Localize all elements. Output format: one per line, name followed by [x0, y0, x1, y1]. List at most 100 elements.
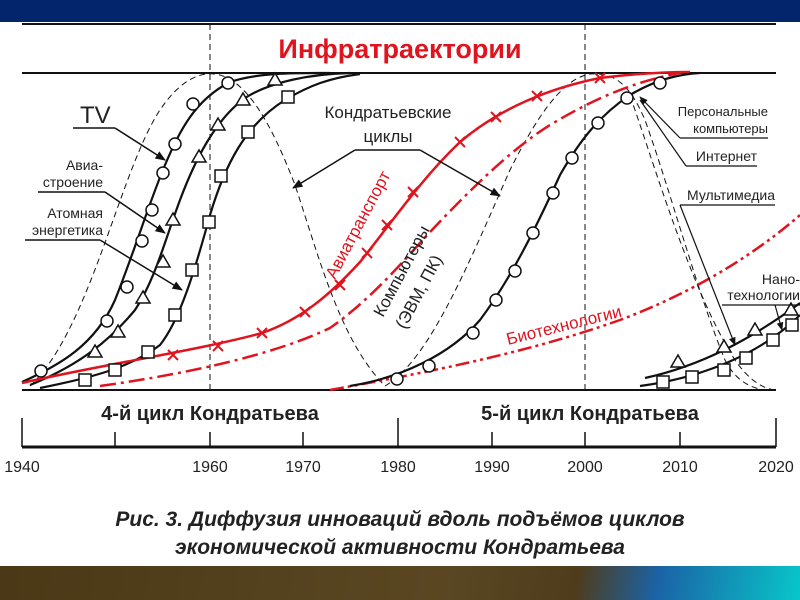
triangle-marker	[782, 301, 800, 316]
arrow-nuclear	[99, 239, 183, 291]
label-tv: TV	[80, 102, 111, 129]
circle-marker	[186, 97, 200, 111]
kondratiev-wave-4	[29, 73, 386, 387]
triangle-marker	[746, 321, 764, 336]
arrow-multimedia	[679, 204, 736, 346]
triangle-marker	[154, 253, 172, 268]
label-nuclear-2: энергетика	[32, 222, 103, 238]
triangle-marker	[134, 289, 152, 304]
triangle-marker	[109, 323, 127, 338]
square-marker	[739, 351, 753, 365]
circle-marker	[221, 76, 235, 90]
circle-marker	[135, 234, 149, 248]
cross-marker	[334, 279, 346, 291]
square-marker	[185, 263, 199, 277]
circle-marker	[653, 76, 667, 90]
curve-multimedia-wave	[629, 95, 776, 391]
curve-computers	[99, 70, 686, 388]
circle-marker	[466, 326, 480, 340]
label-kondratiev-2: циклы	[364, 127, 413, 146]
circle-marker	[508, 264, 522, 278]
square-marker	[656, 375, 670, 389]
tick-label: 1970	[285, 459, 321, 476]
square-marker	[168, 308, 182, 322]
label-multimedia: Мультимедиа	[687, 187, 775, 203]
triangle-marker	[266, 71, 284, 86]
figure-caption-line-1: Рис. 3. Диффузия инноваций вдоль подъёмо…	[115, 508, 685, 531]
circle-marker	[620, 91, 634, 105]
square-marker	[141, 345, 155, 359]
triangle-marker	[190, 148, 208, 163]
square-marker	[785, 318, 799, 332]
cross-marker	[299, 306, 311, 318]
cross-marker	[490, 111, 502, 123]
cross-marker	[381, 219, 393, 231]
square-marker	[108, 363, 122, 377]
circle-marker	[422, 359, 436, 373]
circle-marker	[100, 314, 114, 328]
arrow-tv	[114, 127, 166, 161]
diagram-title: Инфратраектории	[278, 34, 521, 64]
slide-footer-decoration	[0, 566, 800, 600]
circle-marker	[120, 280, 134, 294]
cross-marker	[256, 327, 268, 339]
tick-label: 1980	[380, 459, 416, 476]
square-marker	[766, 333, 780, 347]
cycle-label-5: 5-й цикл Кондратьева	[481, 403, 700, 425]
arrow-pc	[639, 96, 681, 139]
square-marker	[717, 363, 731, 377]
slide-header-bar	[0, 0, 800, 22]
curve-biotech	[329, 214, 800, 392]
cycle-label-4: 4-й цикл Кондратьева	[101, 403, 320, 425]
triangle-marker	[209, 116, 227, 131]
triangle-marker	[86, 343, 104, 358]
triangle-marker	[164, 211, 182, 226]
tick-label: 2020	[758, 459, 794, 476]
circle-marker	[390, 372, 404, 386]
tick-label: 2000	[567, 459, 603, 476]
curve-aviation	[29, 71, 351, 387]
square-marker	[241, 125, 255, 139]
cross-marker	[167, 349, 179, 361]
square-marker	[78, 373, 92, 387]
circle-marker	[34, 364, 48, 378]
arrow-kondratiev-4	[292, 149, 356, 189]
label-kondratiev-1: Кондратьевские	[324, 103, 451, 122]
label-internet: Интернет	[696, 148, 758, 164]
figure-caption-line-2: экономической активности Кондратьева	[175, 536, 625, 559]
label-nano-2: технологии	[727, 287, 800, 303]
cross-marker	[454, 136, 466, 148]
circle-marker	[489, 293, 503, 307]
circle-marker	[565, 151, 579, 165]
circle-marker	[546, 186, 560, 200]
tick-label: 1960	[192, 459, 228, 476]
label-pc-1: Персональные	[678, 104, 768, 119]
square-marker	[214, 169, 228, 183]
label-nuclear-1: Атомная	[47, 205, 103, 221]
triangle-marker	[715, 338, 733, 353]
circle-marker	[145, 203, 159, 217]
label-aviation-1: Авиа-	[66, 157, 103, 173]
arrow-nano	[774, 304, 784, 331]
cross-marker	[594, 72, 606, 84]
curve-personal-computers	[349, 71, 701, 388]
tick-label: 1990	[474, 459, 510, 476]
square-marker	[281, 90, 295, 104]
kondratiev-wave-5	[384, 73, 766, 391]
triangle-marker	[669, 353, 687, 368]
triangle-marker	[234, 91, 252, 106]
circle-marker	[591, 116, 605, 130]
cross-marker	[361, 247, 373, 259]
label-aviation-2: строение	[43, 174, 103, 190]
circle-marker	[156, 166, 170, 180]
cross-marker	[212, 340, 224, 352]
arrow-kondratiev-5	[419, 149, 501, 197]
circle-marker	[526, 226, 540, 240]
label-pc-2: компьютеры	[693, 121, 768, 136]
cross-marker	[531, 90, 543, 102]
label-nano-1: Нано-	[762, 271, 800, 287]
arrow-internet	[639, 99, 687, 167]
square-marker	[202, 215, 216, 229]
tick-label: 1940	[4, 459, 40, 476]
